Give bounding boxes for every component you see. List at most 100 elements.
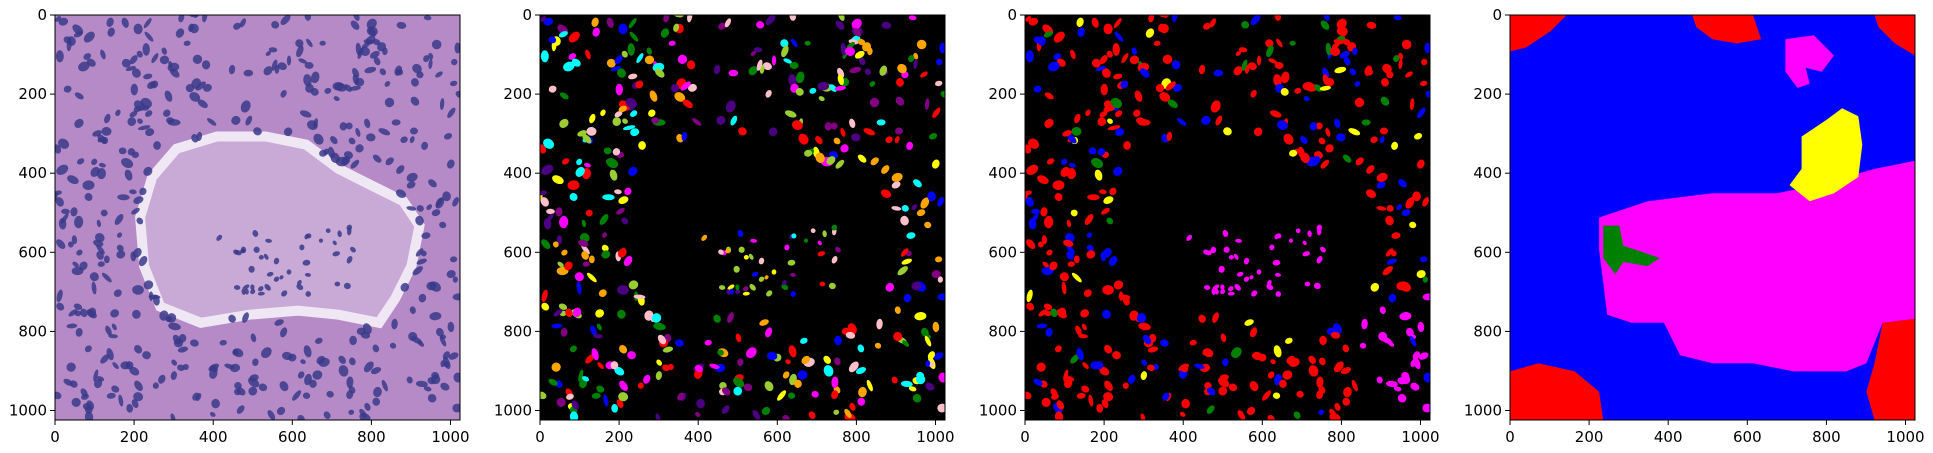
nucleus [78,61,90,72]
nucleus-mask [791,233,797,239]
nucleus [318,238,324,243]
nucleus [423,15,432,21]
y-tick-label: 600 [18,243,47,261]
nucleus [368,27,376,37]
nucleus-mask [1099,189,1107,195]
nucleus-mask [1379,136,1385,144]
nucleus-mask [1189,339,1197,346]
nucleus [271,21,280,29]
nucleus-mask [625,97,637,109]
nucleus [346,376,354,389]
nucleus-mask [1112,351,1121,360]
nucleus [408,331,418,342]
nucleus [209,364,218,373]
nucleus-mask [1361,318,1368,330]
nucleus [192,392,200,401]
nucleus-mask [1061,158,1068,166]
nucleus-mask [1276,233,1282,239]
nucleus-mask [931,270,941,279]
x-tick-label: 200 [120,428,149,446]
nucleus-mask [548,85,557,93]
nucleus-mask [606,58,616,68]
nucleus-mask [593,334,603,339]
nucleus [431,209,441,217]
nucleus-mask [709,363,720,370]
nucleus-mask [1091,58,1101,68]
nucleus [300,359,306,365]
nucleus-mask [1165,81,1176,91]
nucleus-mask [851,18,862,30]
nucleus [337,230,342,238]
nucleus-mask [1222,230,1229,237]
nucleus-mask [1351,379,1358,392]
y-tick-label: 800 [503,322,532,340]
nucleus-mask [1049,261,1058,271]
x-tick-label: 800 [842,428,871,446]
nucleus-mask [1349,68,1357,76]
nucleus-mask [1171,60,1181,70]
nucleus [400,282,410,292]
nucleus [276,406,286,416]
nucleus-mask [1412,351,1420,360]
nucleus [435,197,445,209]
nucleus-mask [662,346,674,353]
nucleus [106,17,114,27]
nucleus-mask [782,279,787,286]
nucleus-mask [1262,390,1272,401]
nucleus [134,344,143,354]
nucleus-mask [1246,406,1256,416]
nucleus-mask [1044,92,1054,100]
nucleus-mask [1113,166,1123,176]
nucleus-mask [1406,327,1414,337]
axes-frame [539,14,946,421]
nucleus [359,408,367,418]
nucleus [131,207,140,215]
nucleus [279,381,289,392]
nucleus [206,118,217,126]
nucleus [219,339,227,346]
nucleus [304,272,311,277]
nucleus-mask [1218,386,1228,396]
nucleus-mask [564,261,573,271]
nucleus-mask [765,90,772,98]
y-tick-label: 400 [1473,164,1502,182]
nucleus-mask [782,371,790,379]
nucleus-mask [1393,55,1400,62]
nucleus-mask [1235,51,1242,56]
nucleus-mask [1201,115,1211,125]
nucleus-mask [1033,378,1043,386]
axes-frame [1024,14,1431,421]
nucleus [90,166,100,177]
nucleus-mask [1281,71,1290,84]
nucleus [265,51,272,56]
nucleus-mask [1028,17,1039,26]
nucleus-mask [1043,303,1053,310]
nucleus-mask [1056,400,1065,410]
nucleus [188,23,195,32]
nucleus-mask [551,323,563,329]
nucleus-mask [1309,122,1318,131]
nucleus-mask [651,313,662,323]
nucleus [440,360,446,368]
nucleus-mask [614,189,622,195]
nucleus [98,162,106,168]
nucleus-mask [866,379,873,392]
nucleus-mask [1078,334,1088,339]
mask-background [1025,15,1430,420]
nucleus [452,403,460,413]
nucleus [415,215,424,226]
nucleus-mask [815,152,825,163]
nucleus-mask [733,386,743,396]
nucleus-mask [600,109,606,117]
nucleus-mask [787,259,796,266]
nucleus-mask [1054,345,1062,353]
nucleus-mask [1313,282,1321,290]
nucleus-mask [673,23,680,32]
nucleus-mask [787,392,796,399]
nucleus-mask [733,265,740,273]
nucleus-mask [738,246,745,253]
nucleus [297,414,305,420]
nucleus-mask [589,113,596,124]
nucleus-mask [1409,221,1417,229]
nucleus [267,410,276,420]
